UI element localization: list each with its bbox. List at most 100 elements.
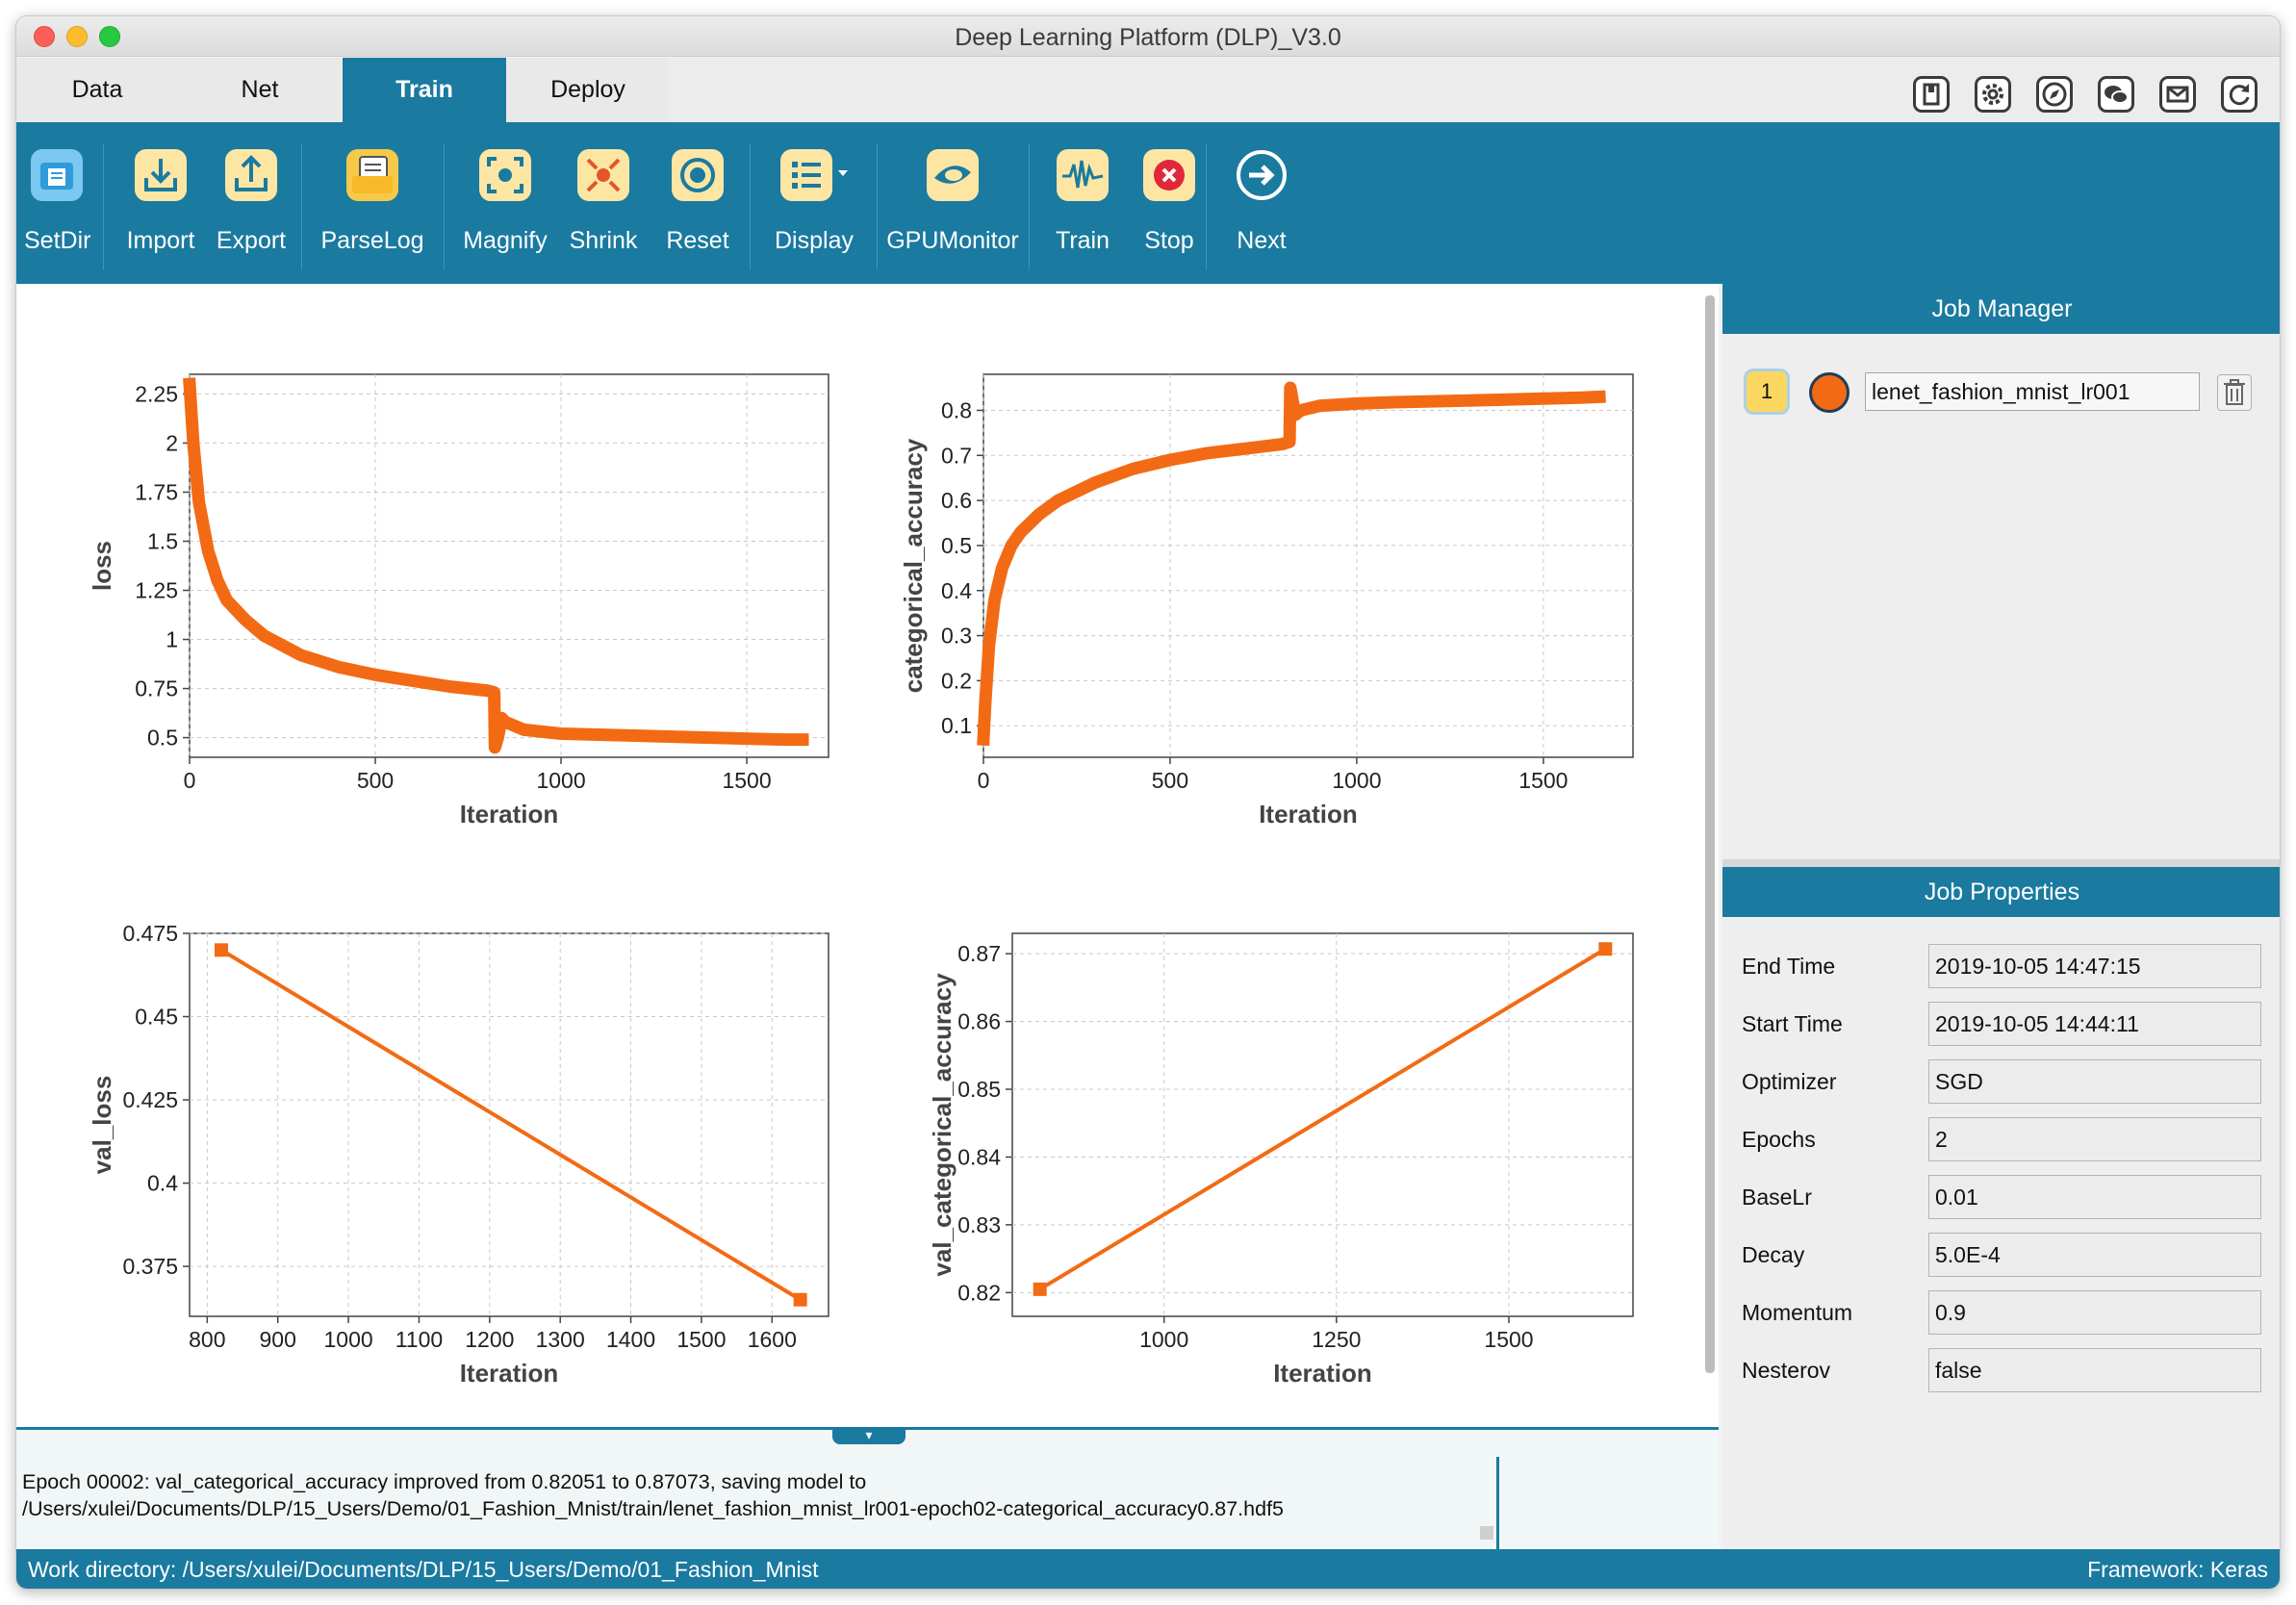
property-value[interactable]: 2019-10-05 14:44:11	[1928, 1002, 2261, 1046]
property-value[interactable]: 0.01	[1928, 1175, 2261, 1219]
refresh-icon[interactable]	[2221, 76, 2258, 113]
x-tick-label: 1600	[748, 1327, 797, 1352]
data-point	[1033, 1282, 1047, 1296]
x-tick-label: 1200	[465, 1327, 514, 1352]
x-tick-label: 1400	[606, 1327, 655, 1352]
plot-frame	[1011, 932, 1634, 1317]
tab-net[interactable]: Net	[179, 58, 341, 122]
parselog-button[interactable]: ParseLog	[315, 122, 430, 284]
property-value[interactable]: 0.9	[1928, 1290, 2261, 1335]
stop-button[interactable]: Stop	[1131, 122, 1208, 284]
y-tick-label: 0.75	[135, 676, 178, 701]
gpumonitor-button[interactable]: GPUMonitor	[880, 122, 1025, 284]
x-tick-label: 0	[978, 768, 990, 793]
x-tick-label: 1100	[395, 1327, 443, 1352]
console-scrollbar[interactable]	[1496, 1457, 1499, 1553]
shrink-button[interactable]: Shrink	[559, 122, 648, 284]
property-value[interactable]: false	[1928, 1348, 2261, 1392]
toolbar-divider	[444, 143, 445, 270]
display-label: Display	[775, 227, 854, 254]
mail-icon[interactable]	[2159, 76, 2196, 113]
property-value[interactable]: 2	[1928, 1117, 2261, 1161]
x-tick-label: 1250	[1312, 1327, 1361, 1352]
x-tick-label: 500	[1152, 768, 1188, 793]
x-tick-label: 800	[189, 1327, 225, 1352]
job-row[interactable]: 1 lenet_fashion_mnist_lr001	[1744, 369, 2263, 415]
y-tick-label: 1.25	[135, 578, 178, 603]
property-value[interactable]: SGD	[1928, 1059, 2261, 1104]
property-decay: Decay 5.0E-4	[1742, 1233, 2261, 1277]
shrink-label: Shrink	[569, 227, 638, 254]
y-tick-label: 1	[166, 627, 178, 652]
train-button[interactable]: Train	[1044, 122, 1121, 284]
reset-label: Reset	[666, 227, 729, 254]
setdir-button[interactable]: SetDir	[24, 122, 90, 284]
framework-text: Framework: Keras	[2087, 1557, 2268, 1582]
property-label: Decay	[1742, 1242, 1805, 1267]
job-manager-header: Job Manager	[1722, 284, 2280, 334]
toolbar-divider	[877, 143, 878, 270]
import-button[interactable]: Import	[122, 122, 199, 284]
property-label: Optimizer	[1742, 1069, 1837, 1094]
plot-scrollbar[interactable]	[1705, 295, 1715, 1373]
compass-icon[interactable]	[2036, 76, 2073, 113]
minimize-window-button[interactable]	[66, 26, 88, 47]
gear-icon[interactable]	[1975, 76, 2011, 113]
magnify-button[interactable]: Magnify	[457, 122, 553, 284]
property-label: Epochs	[1742, 1127, 1816, 1152]
property-value[interactable]: 5.0E-4	[1928, 1233, 2261, 1277]
tab-train[interactable]: Train	[343, 58, 506, 122]
reset-icon	[672, 149, 724, 201]
charts-canvas: 0 500 1000 1500 0.5 0.75 1 1.25 1.5 1.75 2 2.25 Iter…	[88, 373, 1634, 1388]
import-label: Import	[126, 227, 195, 254]
data-point	[793, 1292, 807, 1307]
display-dropdown-button[interactable]: Display	[757, 122, 871, 284]
tab-deploy[interactable]: Deploy	[507, 58, 669, 122]
property-label: Start Time	[1742, 1011, 1843, 1036]
bookmark-icon[interactable]	[1913, 76, 1950, 113]
trash-icon[interactable]	[2217, 374, 2252, 411]
gpu-icon	[927, 149, 979, 201]
y-tick-label: 0.86	[957, 1009, 1001, 1034]
property-label: Momentum	[1742, 1300, 1853, 1325]
toolbar-divider	[1206, 143, 1207, 270]
plot-frame	[189, 373, 829, 758]
y-tick-label: 2	[166, 430, 178, 455]
series-line	[218, 947, 804, 1303]
resize-handle[interactable]	[1480, 1526, 1493, 1540]
console-line: Epoch 00002: val_categorical_accuracy im…	[22, 1470, 867, 1493]
zoom-window-button[interactable]	[99, 26, 120, 47]
y-axis-label: loss	[88, 541, 116, 591]
data-point	[215, 943, 229, 957]
chevron-down-icon	[838, 170, 848, 176]
x-tick-label: 900	[260, 1327, 296, 1352]
x-axis-label: Iteration	[1273, 1359, 1372, 1388]
y-axis-label: val_categorical_accuracy	[928, 973, 957, 1277]
y-tick-label: 0.2	[941, 668, 972, 693]
y-axis-label: val_loss	[88, 1076, 116, 1175]
property-value[interactable]: 2019-10-05 14:47:15	[1928, 944, 2261, 988]
y-tick-label: 0.425	[122, 1087, 178, 1112]
x-axis-label: Iteration	[460, 1359, 559, 1388]
job-properties-header: Job Properties	[1722, 867, 2280, 917]
export-button[interactable]: Export	[213, 122, 290, 284]
job-name-field[interactable]: lenet_fashion_mnist_lr001	[1865, 372, 2200, 411]
export-label: Export	[216, 227, 287, 254]
collapse-console-button[interactable]: ▾	[832, 1427, 906, 1444]
x-axis-label: Iteration	[460, 800, 559, 828]
reset-button[interactable]: Reset	[655, 122, 740, 284]
property-label: Nesterov	[1742, 1358, 1831, 1383]
close-window-button[interactable]	[34, 26, 55, 47]
tab-data[interactable]: Data	[16, 58, 178, 122]
y-tick-label: 0.83	[957, 1212, 1001, 1237]
job-status-dot	[1809, 372, 1850, 413]
job-number-badge[interactable]: 1	[1744, 369, 1790, 415]
y-tick-label: 0.5	[147, 726, 178, 751]
y-tick-label: 0.3	[941, 624, 972, 649]
parselog-icon	[346, 149, 398, 201]
title-bar: Deep Learning Platform (DLP)_V3.0	[16, 16, 2280, 57]
wechat-icon[interactable]	[2098, 76, 2134, 113]
next-button[interactable]: Next	[1223, 122, 1300, 284]
y-tick-label: 0.85	[957, 1077, 1001, 1102]
property-momentum: Momentum 0.9	[1742, 1290, 2261, 1335]
